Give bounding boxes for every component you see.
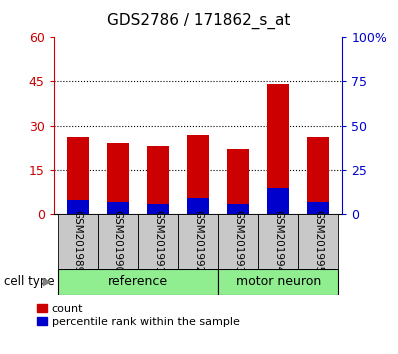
Legend: count, percentile rank within the sample: count, percentile rank within the sample [37,304,240,327]
Bar [187,198,209,214]
Bar [58,269,218,295]
Bar [187,135,209,214]
Bar [267,84,289,214]
Bar [298,214,338,269]
Bar [138,214,178,269]
Bar [67,200,89,214]
Bar [307,202,329,214]
Text: GSM201990: GSM201990 [113,210,123,273]
Bar [307,137,329,214]
Bar [58,214,98,269]
Bar [67,137,89,214]
Text: GSM201989: GSM201989 [73,210,83,273]
Bar [258,214,298,269]
Bar [178,214,218,269]
Bar [107,143,129,214]
Text: GSM201992: GSM201992 [193,210,203,273]
Bar [147,204,169,214]
Bar [267,188,289,214]
Bar [218,214,258,269]
Text: GSM201995: GSM201995 [313,210,323,273]
Bar [107,202,129,214]
Text: cell type: cell type [4,275,55,289]
Bar [218,269,338,295]
Text: motor neuron: motor neuron [236,275,321,289]
Text: GSM201994: GSM201994 [273,210,283,273]
Text: GSM201993: GSM201993 [233,210,243,273]
Bar [227,149,249,214]
Bar [227,204,249,214]
Text: reference: reference [108,275,168,289]
Bar [98,214,138,269]
Bar [147,146,169,214]
Text: GDS2786 / 171862_s_at: GDS2786 / 171862_s_at [107,12,291,29]
Text: ▶: ▶ [43,277,51,287]
Text: GSM201991: GSM201991 [153,210,163,273]
